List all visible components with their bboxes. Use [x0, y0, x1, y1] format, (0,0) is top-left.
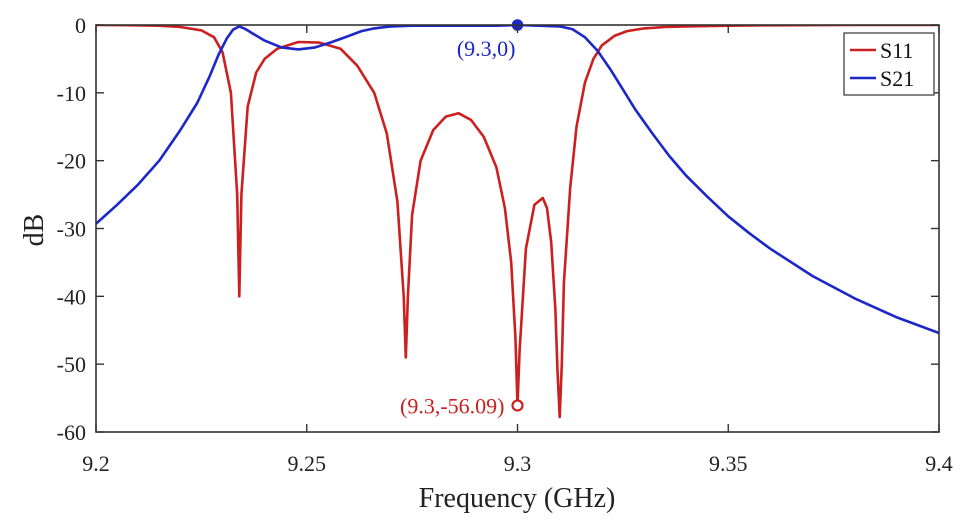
datatip-label-s21: (9.3,0) — [457, 36, 516, 61]
datatip-label-s11: (9.3,-56.09) — [400, 393, 504, 418]
legend-box — [843, 32, 935, 96]
x-tick-label: 9.2 — [82, 451, 110, 476]
y-tick-label: -40 — [57, 284, 86, 309]
legend-label-s21: S21 — [880, 66, 914, 91]
x-tick-label: 9.25 — [288, 451, 327, 476]
axes: 9.2 9.25 9.3 9.35 9.4 0 -10 -20 -30 -40 -50 -60 — [57, 13, 953, 476]
y-tick-label: -20 — [57, 149, 86, 174]
series-line-s21 — [96, 25, 939, 335]
y-tick-label: -60 — [57, 420, 86, 445]
series-group — [96, 25, 939, 419]
x-tick-label: 9.35 — [709, 451, 748, 476]
y-tick-label: -50 — [57, 352, 86, 377]
series-line-s11 — [96, 25, 939, 419]
y-tick-label: -10 — [57, 81, 86, 106]
y-tick-label: 0 — [75, 13, 86, 38]
x-tick-label: 9.4 — [925, 451, 953, 476]
legend-label-s11: S11 — [880, 38, 913, 63]
x-axis-title: Frequency (GHz) — [419, 483, 616, 514]
plot-area: (9.3,0) (9.3,-56.09) — [96, 19, 939, 419]
datatip-marker-s11 — [511, 399, 524, 412]
y-tick-label: -30 — [57, 217, 86, 242]
x-tick-label: 9.3 — [504, 451, 532, 476]
y-axis-title: dB — [19, 214, 50, 247]
